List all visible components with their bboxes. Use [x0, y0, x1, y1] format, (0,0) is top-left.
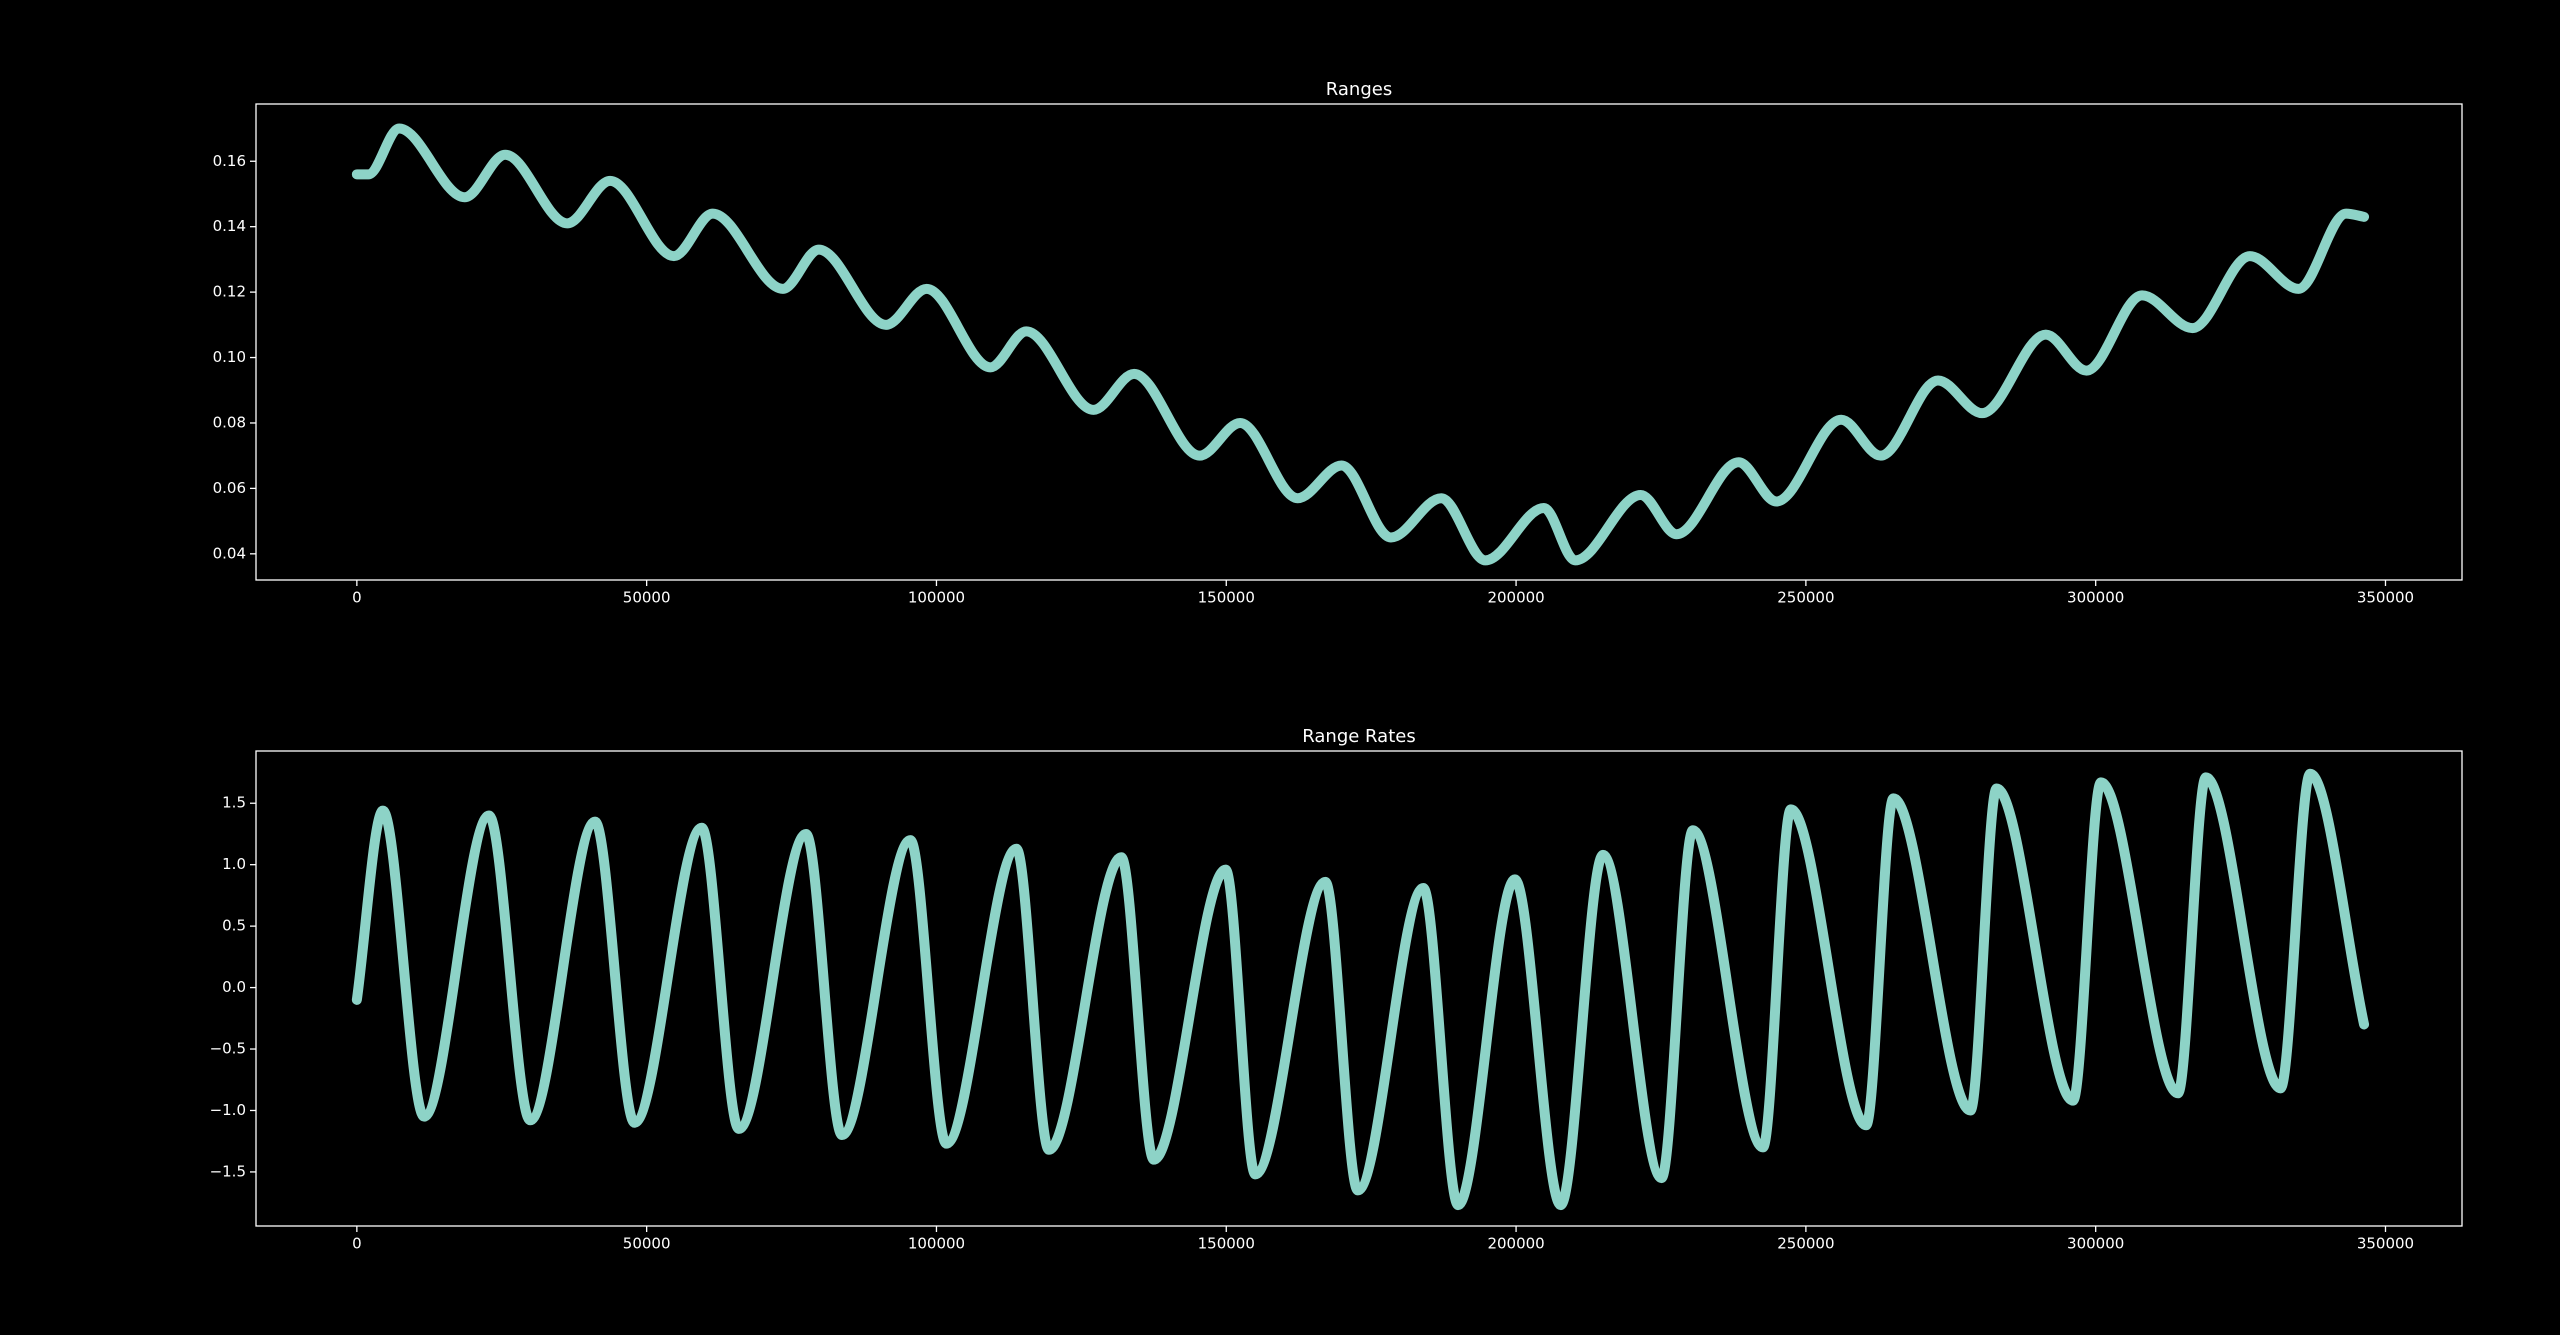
x-tick-label: 150000: [1198, 1235, 1255, 1253]
data-line: [351, 768, 2370, 1211]
x-tick-label: 250000: [1777, 1235, 1834, 1253]
x-tick-label: 50000: [623, 1235, 671, 1253]
x-tick-label: 300000: [2067, 1235, 2124, 1253]
chart-title: Range Rates: [1302, 726, 1415, 747]
x-tick-label: 250000: [1777, 589, 1834, 607]
chart-title: Ranges: [1326, 79, 1392, 100]
x-tick-label: 150000: [1198, 589, 1255, 607]
axes-frame: [255, 103, 2463, 581]
y-tick-label: 0.14: [213, 217, 246, 235]
x-tick-label: 100000: [908, 1235, 965, 1253]
y-tick-label: 0.06: [213, 479, 246, 497]
x-tick-label: 350000: [2357, 589, 2414, 607]
x-tick-label: 50000: [623, 589, 671, 607]
y-tick-label: −1.0: [210, 1101, 246, 1119]
y-tick-label: −0.5: [210, 1040, 246, 1058]
data-line: [351, 123, 2370, 566]
x-tick-label: 100000: [908, 589, 965, 607]
y-tick-label: 0.12: [213, 283, 246, 301]
x-tick-label: 200000: [1487, 1235, 1544, 1253]
y-tick-label: 0.5: [222, 917, 246, 935]
y-tick-label: 1.5: [222, 794, 246, 812]
y-tick-label: 0.04: [213, 544, 246, 562]
y-tick-label: 0.08: [213, 413, 246, 431]
x-tick-label: 300000: [2067, 589, 2124, 607]
y-tick-label: 0.16: [213, 152, 246, 170]
x-tick-label: 0: [352, 589, 362, 607]
x-tick-label: 350000: [2357, 1235, 2414, 1253]
axes-frame: [255, 750, 2463, 1227]
y-tick-label: −1.5: [210, 1162, 246, 1180]
x-tick-label: 0: [352, 1235, 362, 1253]
x-tick-label: 200000: [1487, 589, 1544, 607]
y-tick-label: 0.0: [222, 978, 246, 996]
y-tick-label: 1.0: [222, 855, 246, 873]
y-tick-label: 0.10: [213, 348, 246, 366]
